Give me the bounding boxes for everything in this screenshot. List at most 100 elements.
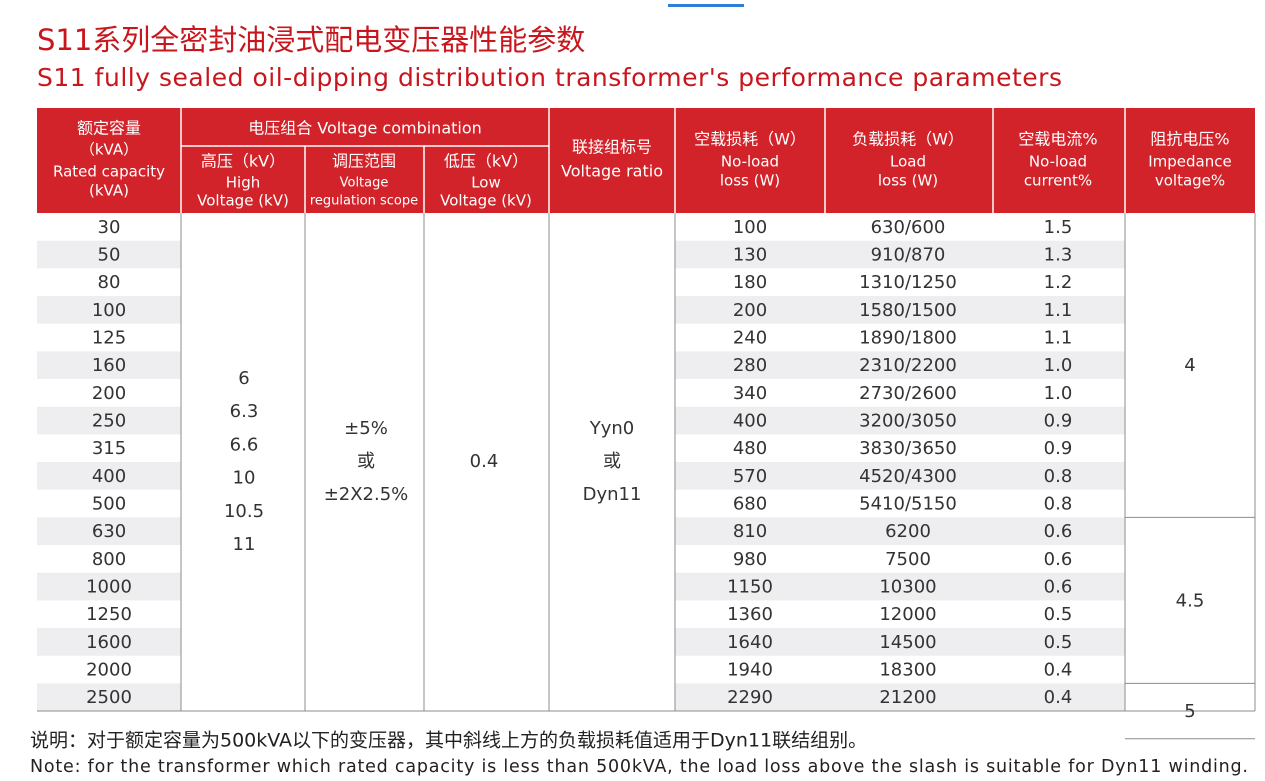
row-stripe — [675, 517, 1125, 546]
cell: 1.1 — [1044, 300, 1073, 321]
cell: 21200 — [879, 687, 936, 708]
cell: 400 — [92, 466, 126, 487]
cell: 160 — [92, 355, 126, 376]
header-text: regulation scope — [310, 194, 418, 209]
header-text: 负载损耗（W） — [852, 130, 964, 149]
row-stripe — [675, 683, 1125, 712]
cell: 480 — [733, 438, 767, 459]
row-stripe — [675, 351, 1125, 380]
header-text: High — [226, 174, 260, 192]
cell: 315 — [92, 438, 126, 459]
header-text: Rated capacity — [53, 163, 165, 181]
cell: 0.8 — [1044, 466, 1073, 487]
cell: 18300 — [879, 660, 936, 681]
row-stripe — [675, 240, 1125, 269]
header-text: 联接组标号 — [572, 138, 652, 157]
cell: 0.9 — [1044, 411, 1073, 432]
cell: 6.6 — [230, 434, 259, 455]
header-text: 阻抗电压% — [1150, 130, 1229, 149]
cell: 1.2 — [1044, 272, 1073, 293]
header-text: loss (W) — [878, 172, 938, 190]
cell: 80 — [98, 272, 121, 293]
cell: 5 — [1184, 701, 1195, 722]
cell: 280 — [733, 355, 767, 376]
table-header — [37, 108, 1255, 213]
cell: 2500 — [86, 687, 132, 708]
subtitle: S11 fully sealed oil-dipping distributio… — [37, 63, 1062, 92]
cell: 10.5 — [224, 501, 264, 522]
cell: 0.5 — [1044, 632, 1073, 653]
header-text: No-load — [1029, 153, 1087, 171]
row-stripe — [675, 628, 1125, 656]
header-text: voltage% — [1155, 172, 1225, 190]
cell: 12000 — [879, 604, 936, 625]
row-stripe — [37, 517, 181, 546]
cell: 500 — [92, 494, 126, 515]
cell: 4.5 — [1176, 590, 1205, 611]
row-stripe — [37, 683, 181, 712]
cell: 1.5 — [1044, 217, 1073, 238]
header-text: 空载电流% — [1018, 130, 1097, 149]
cell: 0.4 — [1044, 687, 1073, 708]
note: 说明：对于额定容量为500kVA以下的变压器，其中斜线上方的负载损耗值适用于Dy… — [30, 730, 867, 752]
cell: 1250 — [86, 604, 132, 625]
row-stripe — [675, 296, 1125, 324]
header-text: No-load — [721, 153, 779, 171]
cell: 800 — [92, 549, 126, 570]
row-stripe — [675, 462, 1125, 490]
cell: 6200 — [885, 521, 931, 542]
cell: 1940 — [727, 660, 773, 681]
cell: 1600 — [86, 632, 132, 653]
cell: 7500 — [885, 549, 931, 570]
cell: Yyn0 — [589, 418, 635, 439]
row-stripe — [37, 572, 181, 601]
row-stripe — [675, 406, 1125, 435]
top-tab-indicator — [668, 4, 744, 7]
cell: ±2X2.5% — [324, 484, 409, 505]
cell: 400 — [733, 411, 767, 432]
cell: 130 — [733, 245, 767, 266]
cell: 340 — [733, 383, 767, 404]
cell: 6.3 — [230, 401, 259, 422]
cell: 1.3 — [1044, 245, 1073, 266]
cell: 30 — [98, 217, 121, 238]
cell: 1150 — [727, 577, 773, 598]
note: Note: for the transformer which rated ca… — [30, 757, 1248, 777]
row-stripe — [37, 296, 181, 324]
cell: 100 — [733, 217, 767, 238]
cell: 1360 — [727, 604, 773, 625]
cell: 11 — [233, 534, 256, 555]
cell: 1.0 — [1044, 383, 1073, 404]
cell: 0.6 — [1044, 521, 1073, 542]
cell: 200 — [733, 300, 767, 321]
cell: 10 — [233, 468, 256, 489]
header-text: 低压（kV） — [444, 152, 528, 171]
cell: 3830/3650 — [859, 438, 957, 459]
cell: 3200/3050 — [859, 411, 957, 432]
cell: 1310/1250 — [859, 272, 957, 293]
cell: 0.6 — [1044, 549, 1073, 570]
cell: 4520/4300 — [859, 466, 957, 487]
cell: 2000 — [86, 660, 132, 681]
cell: 0.8 — [1044, 494, 1073, 515]
header-text: Voltage (kV) — [197, 192, 289, 210]
cell: 0.6 — [1044, 577, 1073, 598]
cell: 5410/5150 — [859, 494, 957, 515]
cell: 240 — [733, 328, 767, 349]
cell: 0.9 — [1044, 438, 1073, 459]
cell: 0.4 — [470, 451, 499, 472]
title: S11系列全密封油浸式配电变压器性能参数 — [37, 23, 585, 57]
cell: 或 — [357, 451, 375, 472]
row-stripe — [37, 351, 181, 380]
row-stripe — [37, 240, 181, 269]
cell: 125 — [92, 328, 126, 349]
header-text: current% — [1024, 172, 1092, 190]
cell: 4 — [1184, 355, 1195, 376]
cell: 200 — [92, 383, 126, 404]
cell: 910/870 — [871, 245, 946, 266]
cell: 810 — [733, 521, 767, 542]
cell: 1.0 — [1044, 355, 1073, 376]
header-text: Voltage (kV) — [440, 192, 532, 210]
